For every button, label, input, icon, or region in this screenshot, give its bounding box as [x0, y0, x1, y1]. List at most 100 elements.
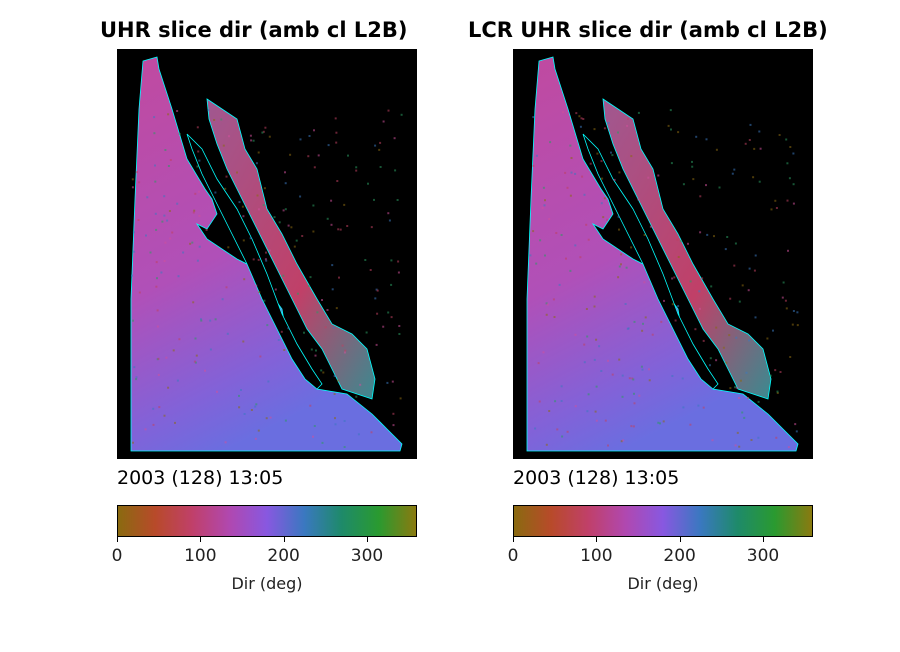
data-speckle [601, 177, 604, 180]
data-speckle [242, 340, 245, 343]
data-speckle [566, 430, 569, 433]
data-speckle [701, 277, 704, 280]
timestamp-left: 2003 (128) 13:05 [117, 467, 284, 489]
data-speckle [273, 216, 276, 219]
colorbar-tick [283, 537, 285, 542]
data-speckle [676, 238, 679, 241]
data-speckle [671, 375, 674, 377]
data-speckle [312, 435, 314, 438]
data-speckle [738, 300, 741, 303]
data-speckle [390, 259, 393, 262]
data-speckle [610, 151, 612, 154]
data-speckle [132, 319, 134, 322]
data-speckle [792, 152, 795, 155]
data-speckle [542, 351, 545, 354]
data-speckle [786, 162, 789, 165]
data-speckle [284, 171, 286, 174]
data-speckle [160, 271, 163, 274]
data-speckle [766, 337, 769, 340]
data-speckle [643, 234, 646, 236]
colorbar-tick [596, 537, 598, 542]
colorbar-label-left: Dir (deg) [231, 574, 303, 593]
data-speckle [649, 225, 652, 228]
data-speckle [249, 237, 252, 240]
data-speckle [677, 256, 680, 258]
data-speckle [157, 357, 160, 360]
data-speckle [343, 351, 346, 354]
data-speckle [796, 311, 799, 314]
data-speckle [753, 269, 756, 272]
colorbar-tick-label: 100 [580, 546, 613, 566]
data-speckle [164, 241, 167, 244]
data-speckle [225, 175, 228, 178]
data-speckle [758, 180, 761, 183]
data-speckle [569, 194, 572, 197]
data-speckle [369, 269, 372, 271]
data-speckle [583, 193, 586, 196]
data-speckle [169, 159, 172, 161]
data-speckle [593, 128, 596, 131]
data-speckle [600, 370, 603, 372]
data-speckle [692, 178, 695, 181]
data-speckle [682, 183, 685, 186]
land-peninsula [582, 133, 719, 390]
data-speckle [262, 130, 265, 133]
data-speckle [769, 374, 772, 377]
data-speckle [257, 258, 260, 261]
data-speckle [252, 258, 255, 261]
data-speckle [744, 142, 747, 145]
data-speckle [758, 130, 761, 133]
data-speckle [792, 183, 795, 186]
data-speckle [196, 165, 199, 168]
data-speckle [667, 124, 670, 127]
data-speckle [733, 264, 736, 267]
data-speckle [618, 228, 620, 231]
data-speckle [155, 228, 158, 231]
data-speckle [308, 135, 311, 137]
data-speckle [651, 333, 654, 336]
data-speckle [595, 419, 598, 422]
data-speckle [539, 239, 542, 242]
data-speckle [312, 230, 315, 233]
data-speckle [691, 160, 693, 163]
data-speckle [209, 319, 212, 322]
data-speckle [659, 422, 661, 425]
data-speckle [222, 144, 225, 147]
data-speckle [267, 380, 270, 383]
data-speckle [193, 209, 196, 212]
data-speckle [600, 160, 603, 163]
data-speckle [638, 394, 641, 397]
map-canvas [526, 56, 799, 452]
data-speckle [394, 169, 397, 172]
data-speckle [320, 369, 323, 372]
data-speckle [603, 127, 606, 130]
data-speckle [548, 218, 551, 220]
data-speckle [607, 444, 609, 447]
data-speckle [335, 141, 338, 144]
data-speckle [564, 171, 567, 174]
data-speckle [378, 148, 381, 151]
data-speckle [283, 349, 286, 351]
data-speckle [343, 203, 346, 206]
data-speckle [326, 309, 329, 311]
data-speckle [657, 421, 660, 424]
colorbar-tick-label: 100 [184, 546, 217, 566]
data-speckle [346, 225, 349, 227]
data-speckle [580, 117, 583, 120]
data-speckle [249, 134, 252, 137]
data-speckle [145, 234, 147, 237]
data-speckle [782, 281, 785, 284]
data-speckle [241, 205, 244, 208]
data-speckle [255, 284, 258, 287]
data-speckle [532, 164, 535, 167]
data-speckle [370, 431, 373, 434]
data-speckle [711, 439, 714, 442]
data-speckle [578, 115, 581, 118]
data-speckle [225, 286, 228, 289]
data-speckle [606, 218, 609, 221]
data-speckle [705, 184, 707, 187]
data-speckle [198, 159, 201, 162]
data-speckle [542, 186, 545, 189]
data-speckle [583, 343, 586, 346]
data-speckle [337, 379, 340, 382]
